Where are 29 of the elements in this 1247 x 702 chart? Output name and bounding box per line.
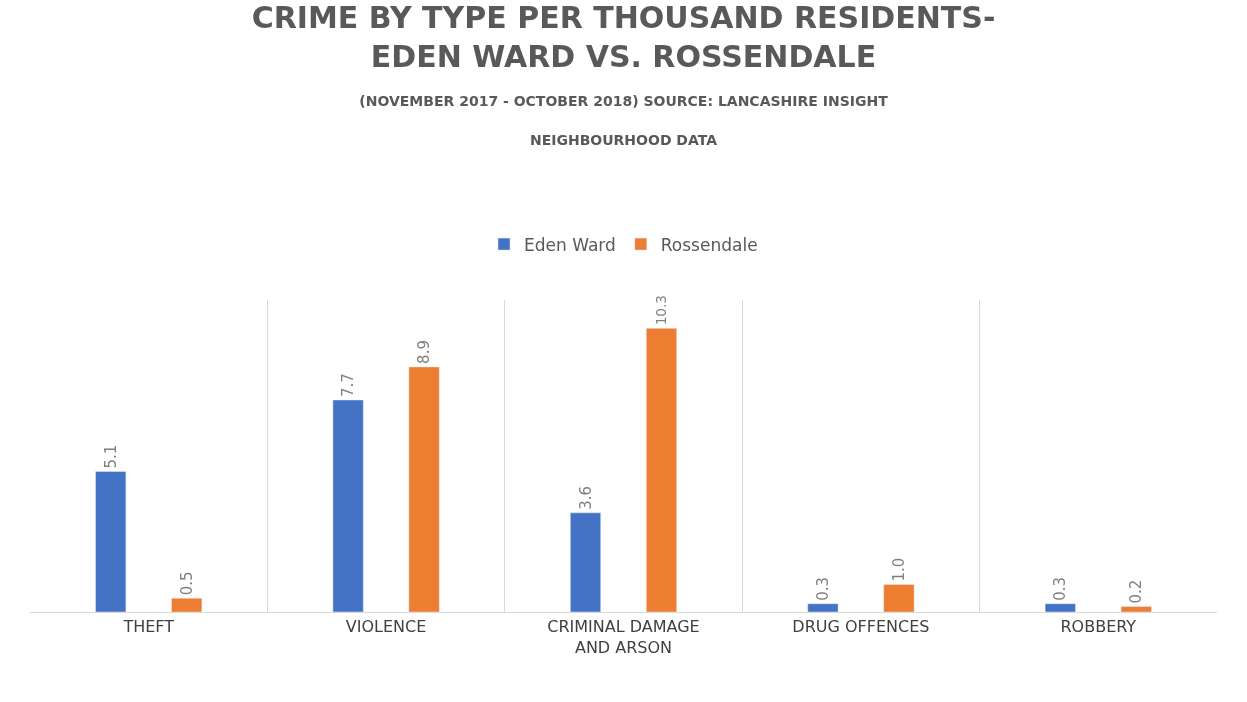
bar <box>171 597 203 612</box>
bar <box>408 366 440 612</box>
bar <box>883 584 915 612</box>
legend-label: Rossendale <box>660 234 758 255</box>
data-label: 10.3 <box>653 294 670 326</box>
x-tick-label: ROBBERY <box>1060 617 1137 637</box>
data-label: 8.9 <box>415 340 434 364</box>
legend-label: Eden Ward <box>524 234 616 255</box>
bar <box>807 603 839 612</box>
chart-title: CRIME BY TYPE PER THOUSAND RESIDENTS- EDEN WARD VS. ROSSENDALE <box>251 0 996 75</box>
x-tick-label: THEFT <box>122 617 175 637</box>
bar <box>646 328 677 612</box>
data-label: 5.1 <box>101 444 120 469</box>
bar <box>95 471 127 612</box>
text: (NOVEMBER 2017 - OCTOBER 2018) SOURCE: LANCASHIRE INSIGHT NEIGHBOURHOOD DATA <box>359 93 888 149</box>
data-label: 0.5 <box>177 571 196 596</box>
data-label: 0.2 <box>1127 579 1146 604</box>
data-label: 7.7 <box>339 373 358 397</box>
x-tick-label: DRUG OFFENCES <box>792 617 930 637</box>
bar <box>1044 603 1076 612</box>
data-label: 0.3 <box>813 576 832 601</box>
bar <box>1120 606 1152 612</box>
data-label: 0.3 <box>1051 576 1070 601</box>
data-label: 3.6 <box>576 486 595 510</box>
bar <box>570 512 601 612</box>
bar <box>332 399 364 612</box>
data-label: 1.0 <box>889 557 908 582</box>
x-tick-label: CRIMINAL DAMAGE AND ARSON <box>547 617 700 657</box>
x-tick-label: VIOLENCE <box>345 617 427 637</box>
